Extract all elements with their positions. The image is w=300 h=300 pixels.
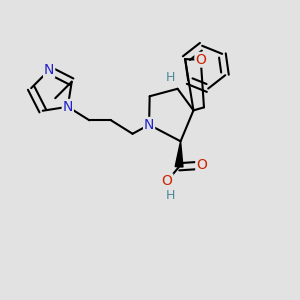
Text: O: O xyxy=(196,158,207,172)
Text: N: N xyxy=(144,118,154,132)
Text: H: H xyxy=(165,71,175,84)
Polygon shape xyxy=(175,141,183,167)
Text: O: O xyxy=(195,53,206,67)
Text: O: O xyxy=(162,174,172,188)
Text: H: H xyxy=(165,189,175,202)
Text: N: N xyxy=(63,100,73,114)
Text: N: N xyxy=(44,63,54,77)
